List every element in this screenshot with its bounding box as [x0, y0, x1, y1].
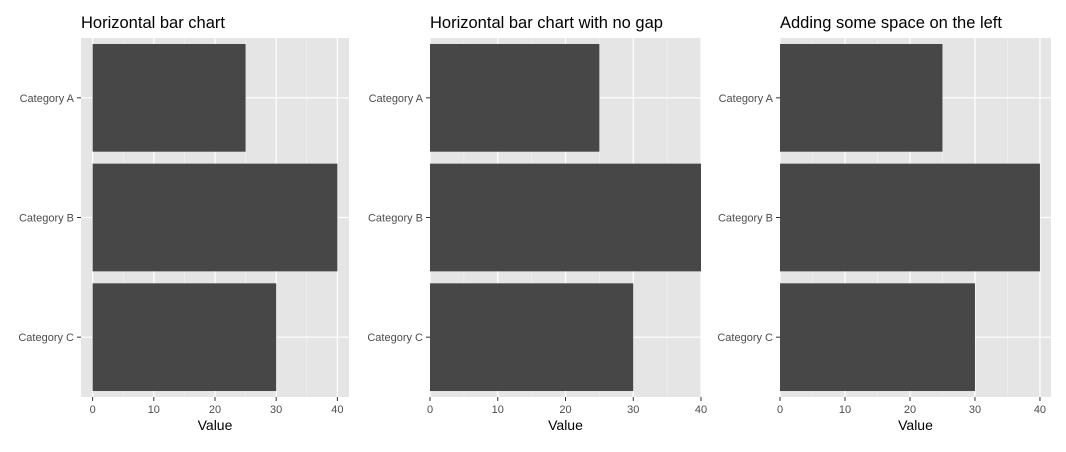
y-tick-label: Category A: [20, 93, 75, 105]
x-tick-label: 30: [270, 404, 282, 416]
x-tick-label: 40: [695, 404, 707, 416]
bar-category-b: [430, 163, 701, 272]
y-tick-label: Category B: [19, 213, 74, 225]
y-tick-label: Category C: [717, 332, 773, 344]
y-tick-label: Category C: [367, 332, 423, 344]
chart-panel-1: Category A Category B Category C 0 10 20 30 40 V…: [18, 14, 349, 433]
x-tick-label: 0: [777, 404, 783, 416]
chart-title: Horizontal bar chart: [81, 14, 225, 32]
x-tick-label: 30: [969, 404, 981, 416]
x-tick-label: 40: [331, 404, 343, 416]
y-tick-label: Category B: [718, 213, 773, 225]
x-tick-label: 0: [427, 404, 433, 416]
x-tick-label: 10: [839, 404, 851, 416]
x-tick-label: 10: [492, 404, 504, 416]
bar-category-a: [430, 43, 600, 152]
chart-panel-3: Category A Category B Category C 0 10 20 30 40 V…: [717, 14, 1051, 433]
bar-category-c: [430, 283, 634, 392]
x-axis-label: Value: [548, 417, 583, 433]
x-axis-label: Value: [898, 417, 933, 433]
y-tick-label: Category A: [719, 93, 774, 105]
x-axis-label: Value: [198, 417, 233, 433]
chart-title: Adding some space on the left: [780, 14, 1002, 32]
x-tick-label: 20: [904, 404, 916, 416]
y-tick-label: Category A: [369, 93, 424, 105]
chart-panel-2: Category A Category B Category C 0 10 20 30 40 V…: [367, 14, 707, 433]
x-tick-label: 10: [148, 404, 160, 416]
x-tick-label: 40: [1034, 404, 1046, 416]
x-tick-label: 30: [627, 404, 639, 416]
chart-title: Horizontal bar chart with no gap: [430, 14, 663, 32]
bar-category-b: [92, 163, 338, 272]
bar-category-a: [780, 43, 943, 152]
x-tick-label: 20: [209, 404, 221, 416]
y-tick-label: Category B: [368, 213, 423, 225]
x-tick-label: 0: [90, 404, 96, 416]
bar-category-a: [92, 43, 246, 152]
bar-category-c: [780, 283, 975, 392]
bar-category-b: [780, 163, 1040, 272]
y-tick-label: Category C: [18, 332, 74, 344]
bar-category-c: [92, 283, 277, 392]
x-tick-label: 20: [559, 404, 571, 416]
